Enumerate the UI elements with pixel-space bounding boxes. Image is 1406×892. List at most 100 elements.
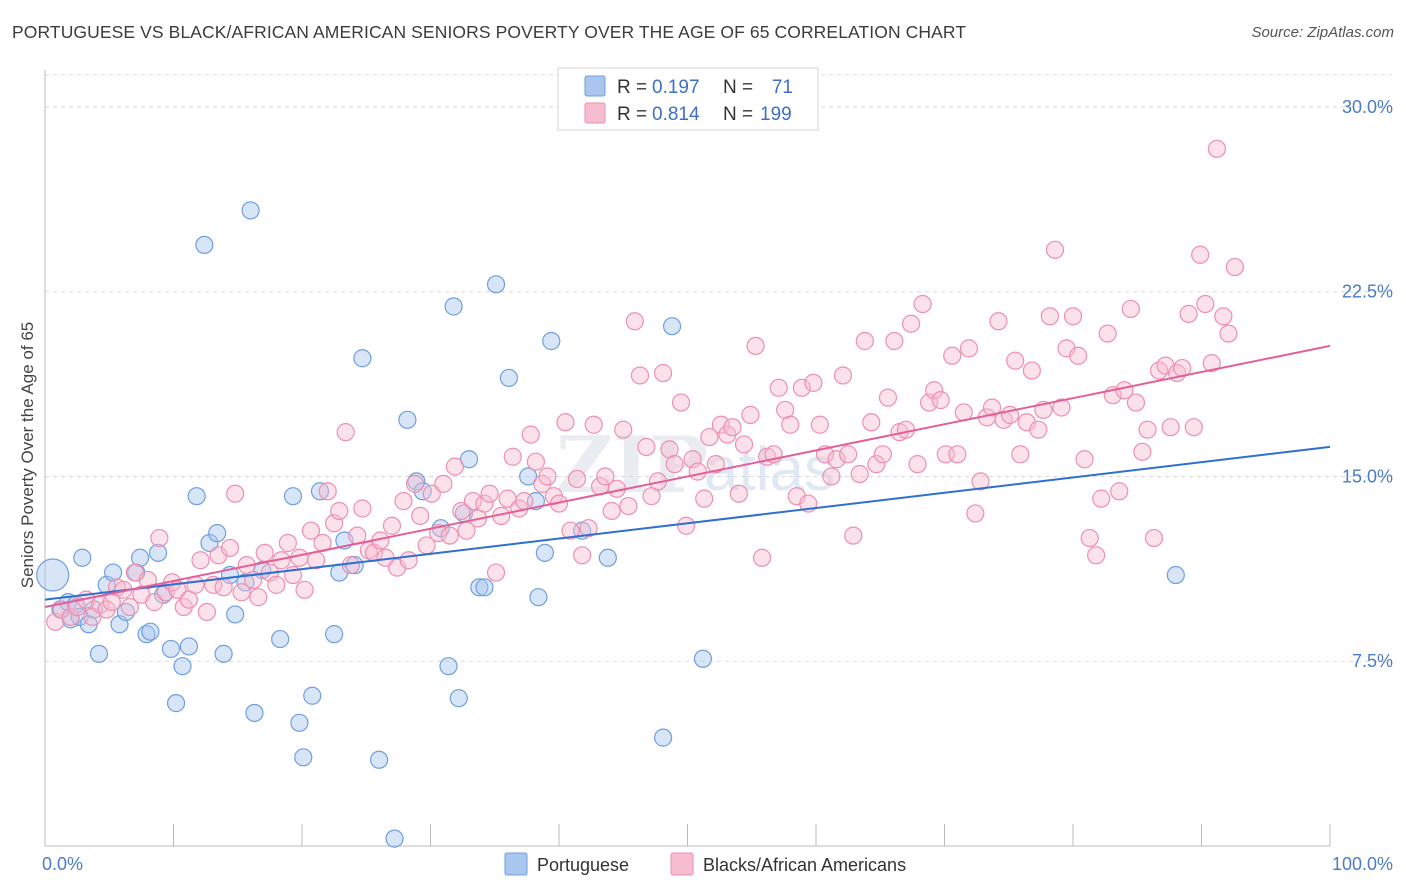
trend-lines [44, 344, 1331, 609]
portuguese-point-45 [353, 349, 372, 368]
black-african-american-point-165 [1011, 445, 1030, 464]
black-african-american-point-154 [948, 445, 967, 464]
black-african-american-point-127 [792, 378, 811, 397]
black-african-american-point-38 [278, 533, 297, 553]
black-african-american-point-2 [61, 607, 80, 626]
portuguese-point-20 [161, 639, 181, 659]
black-african-american-point-195 [1184, 418, 1203, 437]
portuguese-point-48 [398, 410, 417, 429]
black-african-american-point-91 [584, 415, 603, 434]
black-african-american-point-99 [630, 366, 650, 385]
black-african-american-point-175 [1069, 346, 1088, 365]
black-african-american-point-93 [596, 467, 615, 486]
legend-n-label-2: N = [723, 104, 753, 125]
portuguese-point-27 [208, 524, 227, 543]
black-african-american-point-90 [579, 519, 598, 538]
portuguese-point-37 [290, 713, 309, 732]
black-african-american-point-139 [862, 413, 881, 432]
black-african-american-point-27 [214, 578, 233, 597]
black-african-american-point-172 [1052, 398, 1071, 417]
bottom-legend-label-black-african-americans: Blacks/African Americans [703, 855, 906, 875]
black-african-american-point-100 [637, 437, 656, 457]
black-african-american-point-22 [186, 575, 205, 594]
black-african-american-point-142 [878, 388, 898, 407]
y-tick-label-1: 15.0% [1342, 466, 1393, 486]
black-african-american-point-49 [341, 556, 360, 575]
y-tick-label-3: 30.0% [1342, 97, 1393, 117]
portuguese-point-69 [662, 317, 682, 336]
portuguese-point-63 [529, 588, 548, 607]
portuguese-point-9 [89, 644, 109, 663]
portuguese-point-44 [345, 556, 364, 575]
black-african-american-point-196 [1191, 245, 1210, 264]
legend-n-value-2: 199 [760, 104, 792, 125]
legend-swatch-black-african-americans [584, 102, 606, 124]
black-african-american-point-74 [486, 563, 506, 582]
black-african-american-point-182 [1110, 482, 1129, 501]
black-african-american-point-67 [445, 457, 465, 476]
black-african-american-point-33 [249, 588, 268, 607]
black-african-american-point-77 [503, 447, 522, 466]
bottom-legend: Portuguese Blacks/African Americans [504, 852, 906, 876]
portuguese-point-21 [166, 694, 186, 713]
portuguese-point-60 [499, 368, 518, 388]
black-african-american-point-125 [781, 415, 800, 434]
x-tick-min: 0.0% [42, 854, 83, 874]
black-african-american-point-11 [120, 597, 139, 617]
portuguese-point-36 [283, 487, 303, 506]
portuguese-point-26 [200, 533, 219, 553]
portuguese-point-40 [310, 482, 330, 501]
black-african-american-point-97 [619, 496, 638, 516]
black-african-american-point-119 [746, 336, 765, 356]
portuguese-point-57 [470, 578, 489, 597]
black-african-american-point-63 [422, 484, 441, 503]
portuguese-point-59 [486, 275, 506, 294]
black-african-american-point-187 [1138, 420, 1157, 439]
portuguese-point-38 [294, 748, 313, 767]
black-african-american-point-70 [463, 492, 483, 511]
black-african-american-point-106 [671, 393, 691, 412]
black-african-american-point-118 [741, 405, 760, 424]
black-african-american-point-184 [1121, 299, 1140, 319]
black-african-american-point-146 [901, 314, 921, 333]
black-african-american-point-29 [226, 484, 245, 503]
legend-swatch-portuguese [584, 75, 606, 97]
black-african-american-point-160 [982, 398, 1002, 417]
black-african-american-point-103 [653, 363, 673, 383]
black-african-american-point-96 [614, 420, 633, 439]
black-african-american-point-164 [1006, 351, 1025, 370]
black-african-american-point-147 [908, 455, 927, 474]
y-tick-label-0: 7.5% [1352, 651, 1393, 671]
black-african-american-point-174 [1063, 307, 1083, 326]
black-african-american-point-80 [521, 425, 540, 444]
black-african-american-point-98 [625, 312, 644, 331]
black-african-american-point-177 [1080, 528, 1099, 548]
portuguese-point-41 [325, 625, 344, 644]
black-african-american-point-179 [1092, 489, 1111, 508]
black-african-american-point-200 [1214, 307, 1233, 326]
y-axis-title: Seniors Poverty Over the Age of 65 [18, 322, 37, 588]
portuguese-point-67 [598, 548, 617, 567]
black-african-american-point-188 [1144, 528, 1164, 548]
portuguese-point-71 [1166, 565, 1185, 585]
black-african-american-point-72 [475, 494, 494, 513]
black-african-american-point-157 [966, 504, 985, 523]
black-african-american-point-185 [1126, 393, 1146, 412]
black-african-american-point-40 [290, 548, 309, 567]
black-african-american-point-116 [729, 484, 749, 503]
black-african-american-point-110 [695, 489, 714, 508]
portuguese-point-0 [36, 558, 70, 592]
black-african-american-point-65 [434, 474, 453, 493]
black-african-american-point-60 [405, 474, 425, 493]
black-african-american-point-87 [561, 521, 580, 540]
black-african-american-point-81 [526, 452, 545, 471]
black-african-american-point-15 [145, 593, 164, 612]
black-african-american-point-28 [220, 538, 240, 558]
black-african-american-point-47 [330, 501, 349, 521]
x-tick-max: 100.0% [1332, 854, 1393, 874]
portuguese-point-23 [179, 637, 199, 656]
black-african-american-point-36 [267, 575, 286, 594]
black-african-american-point-66 [440, 526, 459, 545]
black-african-american-point-137 [850, 464, 869, 484]
portuguese-point-70 [693, 649, 713, 668]
